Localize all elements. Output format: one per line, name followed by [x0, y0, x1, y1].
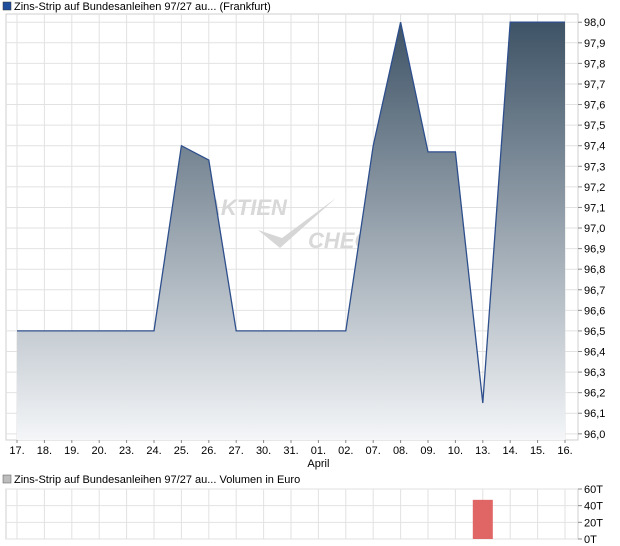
volume-bar: [472, 499, 493, 539]
price-y-tick-label: 96,1: [584, 408, 605, 420]
volume-y-tick-label: 60T: [584, 484, 603, 496]
x-tick-label: 19.: [64, 445, 79, 457]
price-y-tick-label: 97,2: [584, 182, 605, 194]
month-label: April: [307, 458, 329, 470]
price-y-tick-label: 97,6: [584, 100, 605, 112]
price-y-tick-label: 96,0: [584, 429, 605, 441]
price-y-tick-label: 97,5: [584, 120, 605, 132]
volume-legend-label: Zins-Strip auf Bundesanleihen 97/27 au..…: [14, 474, 300, 486]
volume-y-tick-label: 40T: [584, 501, 603, 513]
volume-y-axis: 60T 40T 20T 0T: [578, 484, 603, 546]
x-tick-label: 18.: [37, 445, 52, 457]
x-tick-label: 30.: [256, 445, 271, 457]
x-tick-label: 25.: [174, 445, 189, 457]
price-y-tick-label: 96,5: [584, 326, 605, 338]
price-y-tick-label: 97,1: [584, 202, 605, 214]
price-y-axis: 98,0 97,9 97,8 97,7 97,6 97,5 97,4 97,3 97,2 97,1…: [578, 17, 605, 441]
price-y-tick-label: 97,0: [584, 223, 605, 235]
x-tick-label: 27.: [229, 445, 244, 457]
x-tick-label: 07.: [366, 445, 381, 457]
price-y-tick-label: 97,3: [584, 161, 605, 173]
volume-y-tick-label: 0T: [584, 534, 597, 546]
x-tick-label: 16.: [557, 445, 572, 457]
volume-bars: [472, 499, 493, 539]
price-y-tick-label: 96,6: [584, 305, 605, 317]
price-y-tick-label: 97,8: [584, 58, 605, 70]
volume-y-tick-label: 20T: [584, 517, 603, 529]
price-y-tick-label: 96,4: [584, 347, 605, 359]
price-area-fill: [17, 22, 565, 440]
x-tick-label: 10.: [448, 445, 463, 457]
x-tick-label: 01.: [311, 445, 326, 457]
x-tick-label: 20.: [92, 445, 107, 457]
x-tick-label: 02.: [338, 445, 353, 457]
volume-legend-swatch: [2, 474, 12, 484]
price-legend-swatch: [2, 1, 12, 11]
x-tick-label: 26.: [201, 445, 216, 457]
x-tick-label: 09.: [420, 445, 435, 457]
x-axis: 17. 18. 19. 20. 23. 24. 25. 26. 27. 30. 31. 01. 02. 0…: [9, 440, 573, 457]
price-y-tick-label: 98,0: [584, 17, 605, 29]
x-tick-label: 13.: [475, 445, 490, 457]
x-tick-label: 17.: [9, 445, 24, 457]
x-tick-label: 24.: [146, 445, 161, 457]
price-y-tick-label: 96,9: [584, 244, 605, 256]
price-y-tick-label: 96,7: [584, 285, 605, 297]
price-legend-label: Zins-Strip auf Bundesanleihen 97/27 au..…: [14, 1, 271, 13]
price-y-tick-label: 97,7: [584, 79, 605, 91]
price-line: [17, 21, 565, 404]
price-y-tick-label: 97,9: [584, 38, 605, 50]
x-tick-label: 08.: [393, 445, 408, 457]
price-y-tick-label: 96,2: [584, 388, 605, 400]
x-tick-label: 14.: [503, 445, 518, 457]
price-y-tick-label: 97,4: [584, 141, 605, 153]
price-y-tick-label: 96,3: [584, 367, 605, 379]
x-tick-label: 23.: [119, 445, 134, 457]
x-tick-label: 31.: [283, 445, 298, 457]
price-y-tick-label: 96,8: [584, 264, 605, 276]
x-tick-label: 15.: [530, 445, 545, 457]
